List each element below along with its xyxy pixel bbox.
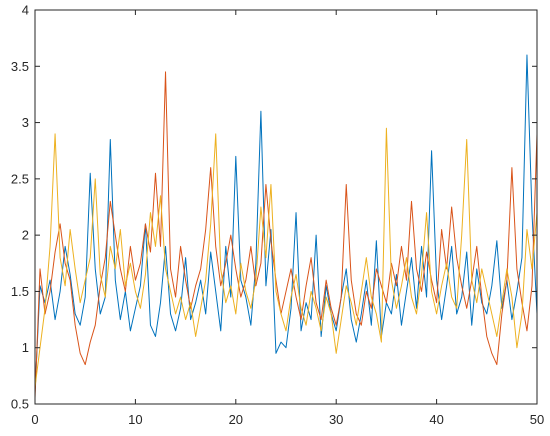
series-line-3 [34, 127, 538, 388]
y-tick-label: 0.5 [11, 397, 29, 412]
plot-frame [34, 9, 538, 405]
series-layer [34, 54, 538, 399]
y-tick-label: 3.5 [11, 59, 29, 74]
x-tick-label: 0 [31, 412, 38, 427]
x-axis: 0 10 20 30 40 50 [31, 10, 544, 427]
x-tick-label: 50 [530, 412, 544, 427]
x-tick-label: 30 [329, 412, 343, 427]
series-line-1 [34, 54, 538, 393]
y-axis: 0.5 1 1.5 2 2.5 3 3.5 4 [11, 3, 537, 412]
y-tick-label: 2 [22, 228, 29, 243]
x-tick-label: 40 [429, 412, 443, 427]
y-tick-label: 4 [22, 3, 29, 18]
y-tick-label: 3 [22, 115, 29, 130]
y-tick-label: 1.5 [11, 284, 29, 299]
x-tick-label: 20 [229, 412, 243, 427]
series-line-2 [34, 71, 538, 399]
plot-background [35, 10, 537, 404]
x-tick-label: 10 [128, 412, 142, 427]
y-tick-label: 1 [22, 340, 29, 355]
y-tick-label: 2.5 [11, 171, 29, 186]
